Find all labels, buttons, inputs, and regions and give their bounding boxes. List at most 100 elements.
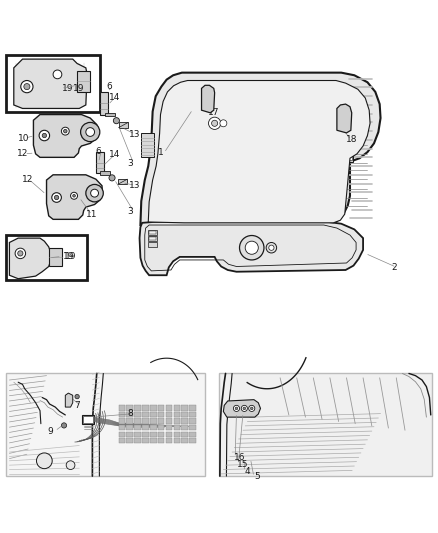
Text: 1: 1 <box>158 149 164 157</box>
Circle shape <box>113 118 120 124</box>
Bar <box>6 55 100 111</box>
Bar <box>142 438 149 443</box>
Bar <box>82 415 94 424</box>
Bar <box>181 418 188 424</box>
Bar <box>219 374 432 476</box>
Bar <box>150 425 156 430</box>
Circle shape <box>24 84 30 90</box>
Bar <box>119 438 125 443</box>
Bar <box>189 405 196 410</box>
Circle shape <box>42 133 46 138</box>
Polygon shape <box>337 104 352 133</box>
Circle shape <box>66 461 75 470</box>
Bar <box>134 425 141 430</box>
Bar <box>77 71 90 92</box>
Bar <box>181 412 188 417</box>
Circle shape <box>61 423 67 428</box>
Bar <box>166 412 172 417</box>
Text: 13: 13 <box>129 181 141 190</box>
Bar <box>158 432 164 437</box>
Bar <box>166 432 172 437</box>
Bar <box>150 438 156 443</box>
Bar <box>189 438 196 443</box>
Bar <box>6 374 205 476</box>
Bar <box>83 416 93 423</box>
Circle shape <box>251 407 253 410</box>
Bar <box>158 412 164 417</box>
Polygon shape <box>223 400 261 417</box>
Bar <box>173 405 180 410</box>
Bar <box>49 248 62 265</box>
Circle shape <box>73 195 75 197</box>
Text: 19: 19 <box>65 252 77 261</box>
Polygon shape <box>14 59 87 108</box>
Bar <box>119 412 125 417</box>
Bar <box>150 432 156 437</box>
Bar <box>181 432 188 437</box>
Circle shape <box>86 128 95 136</box>
Polygon shape <box>10 238 51 279</box>
Circle shape <box>39 130 49 141</box>
Bar <box>158 418 164 424</box>
Text: 14: 14 <box>109 150 120 159</box>
Bar <box>127 438 133 443</box>
Bar <box>173 418 180 424</box>
Bar <box>106 113 115 116</box>
Circle shape <box>109 175 115 181</box>
Polygon shape <box>33 115 98 157</box>
Text: 4: 4 <box>244 467 250 476</box>
Bar <box>119 123 128 128</box>
Bar <box>166 438 172 443</box>
Polygon shape <box>46 175 102 220</box>
Bar <box>149 237 156 240</box>
Bar <box>173 432 180 437</box>
Text: 12: 12 <box>17 149 28 158</box>
Text: 14: 14 <box>109 93 120 102</box>
Bar <box>134 412 141 417</box>
Circle shape <box>212 120 218 126</box>
Bar <box>141 133 153 157</box>
Bar <box>181 425 188 430</box>
Bar <box>127 432 133 437</box>
Circle shape <box>233 405 240 411</box>
Text: 19: 19 <box>62 84 73 93</box>
Bar <box>173 438 180 443</box>
Text: 13: 13 <box>129 130 141 139</box>
Bar <box>209 107 288 132</box>
Polygon shape <box>201 85 215 113</box>
Text: 11: 11 <box>86 211 97 220</box>
Bar <box>96 152 104 173</box>
Bar <box>150 412 156 417</box>
Circle shape <box>71 192 78 199</box>
Text: 19: 19 <box>63 252 74 261</box>
Bar <box>341 136 353 161</box>
Bar <box>142 432 149 437</box>
Bar <box>173 412 180 417</box>
Text: 2: 2 <box>392 263 397 272</box>
Bar <box>134 405 141 410</box>
Circle shape <box>21 80 33 93</box>
Bar <box>148 236 157 241</box>
Circle shape <box>249 405 255 411</box>
Bar <box>150 405 156 410</box>
Bar <box>181 438 188 443</box>
Bar <box>166 418 172 424</box>
Circle shape <box>75 394 79 399</box>
Circle shape <box>245 241 258 254</box>
Text: 5: 5 <box>254 472 260 481</box>
Bar <box>100 92 108 115</box>
Circle shape <box>240 236 264 260</box>
Bar <box>100 171 110 175</box>
Bar <box>150 418 156 424</box>
Bar <box>119 405 125 410</box>
Circle shape <box>64 130 67 133</box>
Bar <box>189 432 196 437</box>
Text: 6: 6 <box>95 147 101 156</box>
Circle shape <box>220 120 227 127</box>
Bar <box>119 432 125 437</box>
Bar <box>181 405 188 410</box>
Text: 8: 8 <box>127 409 133 418</box>
Text: 9: 9 <box>48 426 53 435</box>
Bar <box>193 94 315 141</box>
Polygon shape <box>141 72 381 225</box>
